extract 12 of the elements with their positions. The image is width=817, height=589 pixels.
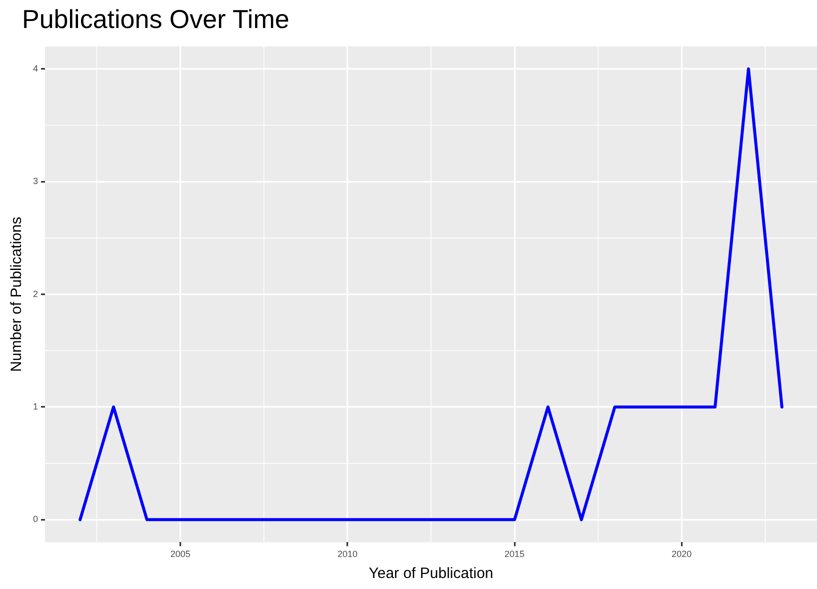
chart-title: Publications Over Time — [22, 4, 290, 35]
x-tick-label: 2015 — [504, 549, 525, 560]
y-tick-label: 4 — [32, 63, 38, 74]
y-tick-label: 1 — [32, 401, 38, 412]
y-tick-label: 2 — [32, 288, 38, 299]
x-tick-label: 2005 — [170, 549, 190, 560]
y-tick-label: 0 — [32, 514, 38, 524]
x-tick-label: 2020 — [672, 549, 692, 560]
x-tick-label: 2010 — [337, 549, 358, 560]
y-tick-label: 3 — [32, 176, 38, 186]
x-axis-title: Year of Publication — [368, 565, 494, 582]
y-axis-title: Number of Publications — [8, 216, 26, 372]
